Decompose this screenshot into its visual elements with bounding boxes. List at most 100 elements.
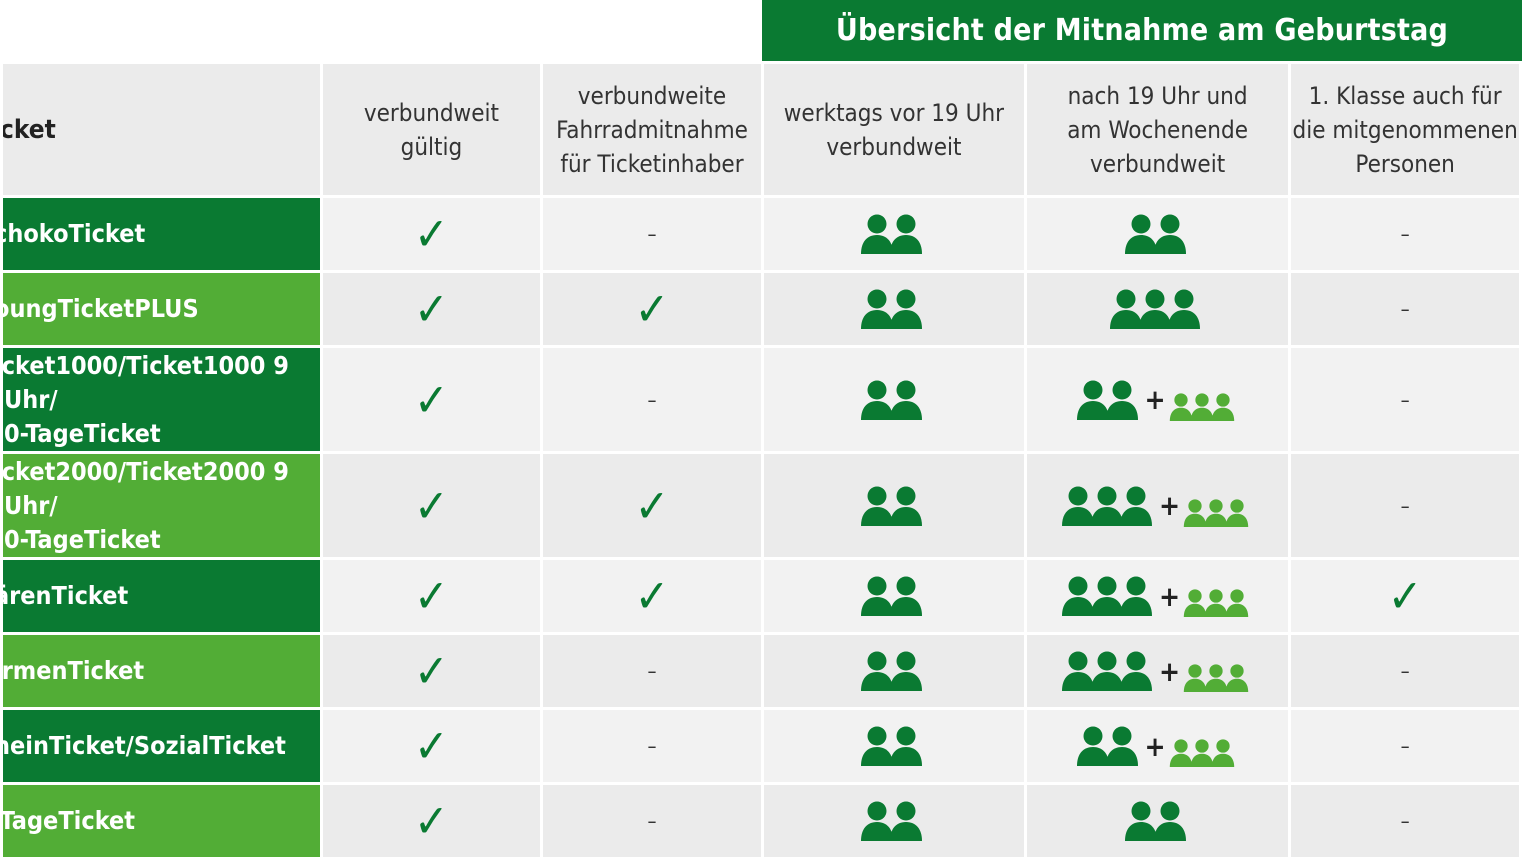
weekend-people-group: + xyxy=(1062,485,1249,527)
weekend-cell: + xyxy=(1023,557,1292,635)
bike-dash: – xyxy=(647,387,657,412)
children-group xyxy=(1169,739,1235,767)
ticket-name-cell: oungTicketPLUS xyxy=(0,270,323,348)
adult-person-icon xyxy=(889,486,922,526)
table-row: -TageTicket ✓ – – xyxy=(0,782,1522,860)
adult-person-icon xyxy=(889,380,922,420)
child-person-icon xyxy=(1225,664,1249,692)
bike-cell: ✓ xyxy=(540,557,764,635)
children-group xyxy=(1169,392,1235,421)
column-header-valid: verbundweit gültig xyxy=(319,61,544,198)
weekday-cell xyxy=(760,632,1027,710)
weekday-cell xyxy=(760,345,1027,454)
adult-person-icon xyxy=(1120,651,1153,691)
weekend-people-group: + xyxy=(1062,650,1249,692)
weekend-cell: + xyxy=(1023,707,1292,785)
bike-check-icon: ✓ xyxy=(634,569,670,623)
adult-person-icon xyxy=(1120,486,1153,526)
valid-check-icon: ✓ xyxy=(414,282,449,336)
child-person-icon xyxy=(1225,589,1249,617)
first-class-cell: – xyxy=(1288,707,1522,785)
adult-person-icon xyxy=(1105,380,1138,420)
weekday-cell xyxy=(760,195,1027,273)
weekday-people-group xyxy=(860,380,923,420)
valid-check-icon: ✓ xyxy=(414,644,449,698)
weekday-cell xyxy=(760,782,1027,860)
weekend-cell: + xyxy=(1023,632,1292,710)
adult-person-icon xyxy=(889,651,922,691)
table-row: chokoTicket ✓ – – xyxy=(0,195,1522,273)
adult-person-icon xyxy=(1124,801,1157,841)
child-person-icon xyxy=(1204,589,1228,617)
ticket-name-cell: -TageTicket xyxy=(0,782,323,860)
child-person-icon xyxy=(1204,664,1228,692)
weekday-people-group xyxy=(860,289,923,329)
bike-cell: – xyxy=(540,782,764,860)
child-person-icon xyxy=(1183,498,1207,527)
birthday-ticket-table: icket verbundweit gültig verbundweite Fa… xyxy=(0,61,1522,860)
first-class-dash: – xyxy=(1400,734,1410,758)
adult-person-icon xyxy=(889,289,922,329)
adult-person-icon xyxy=(889,801,922,841)
bike-cell: – xyxy=(540,707,764,785)
table-title-banner: Übersicht der Mitnahme am Geburtstag xyxy=(762,0,1522,61)
bike-cell: – xyxy=(540,195,764,273)
valid-cell: ✓ xyxy=(319,345,544,454)
weekday-cell xyxy=(760,707,1027,785)
bike-dash: – xyxy=(647,659,657,683)
adult-person-icon xyxy=(1124,214,1157,254)
child-person-icon xyxy=(1190,392,1213,421)
bike-dash: – xyxy=(647,222,657,246)
adult-person-icon xyxy=(889,214,922,254)
valid-check-icon: ✓ xyxy=(414,207,449,261)
children-group xyxy=(1183,498,1249,527)
child-person-icon xyxy=(1169,392,1192,421)
adult-person-icon xyxy=(1076,726,1109,766)
valid-check-icon: ✓ xyxy=(414,794,449,848)
first-class-cell: – xyxy=(1288,451,1522,560)
first-class-check-icon: ✓ xyxy=(1387,569,1423,623)
adult-person-icon xyxy=(1153,214,1186,254)
weekday-people-group xyxy=(860,801,923,841)
ticket-name-cell: icket1000/Ticket1000 9 Uhr/ 0-TageTicket xyxy=(0,345,323,454)
bike-dash: – xyxy=(647,809,657,833)
first-class-cell: ✓ xyxy=(1288,557,1522,635)
valid-cell: ✓ xyxy=(319,557,544,635)
child-person-icon xyxy=(1190,739,1213,767)
children-group xyxy=(1183,589,1249,617)
first-class-dash: – xyxy=(1400,493,1410,518)
ticket-name-cell: neinTicket/SozialTicket xyxy=(0,707,323,785)
weekend-people-group xyxy=(1124,214,1187,254)
bike-check-icon: ✓ xyxy=(634,478,670,533)
child-person-icon xyxy=(1225,498,1249,527)
bike-check-icon: ✓ xyxy=(634,282,670,336)
first-class-cell: – xyxy=(1288,632,1522,710)
adult-person-icon xyxy=(1062,486,1095,526)
adult-person-icon xyxy=(1120,576,1153,616)
weekend-people-group: + xyxy=(1062,575,1249,617)
first-class-cell: – xyxy=(1288,782,1522,860)
valid-cell: ✓ xyxy=(319,782,544,860)
weekday-people-group xyxy=(860,214,923,254)
first-class-dash: – xyxy=(1400,387,1410,412)
adult-person-icon xyxy=(860,576,893,616)
plus-sign: + xyxy=(1159,654,1181,688)
adult-person-icon xyxy=(860,801,893,841)
child-person-icon xyxy=(1211,392,1234,421)
weekday-cell xyxy=(760,451,1027,560)
header-row: icket verbundweit gültig verbundweite Fa… xyxy=(0,61,1522,198)
weekend-cell xyxy=(1023,270,1292,348)
bike-cell: ✓ xyxy=(540,451,764,560)
child-person-icon xyxy=(1183,589,1207,617)
weekday-people-group xyxy=(860,726,923,766)
adult-person-icon xyxy=(860,214,893,254)
weekend-cell xyxy=(1023,195,1292,273)
valid-cell: ✓ xyxy=(319,195,544,273)
adult-person-icon xyxy=(889,576,922,616)
bike-cell: – xyxy=(540,632,764,710)
first-class-cell: – xyxy=(1288,270,1522,348)
weekday-cell xyxy=(760,557,1027,635)
adult-person-icon xyxy=(1110,289,1143,329)
bike-cell: – xyxy=(540,345,764,454)
child-person-icon xyxy=(1211,739,1234,767)
